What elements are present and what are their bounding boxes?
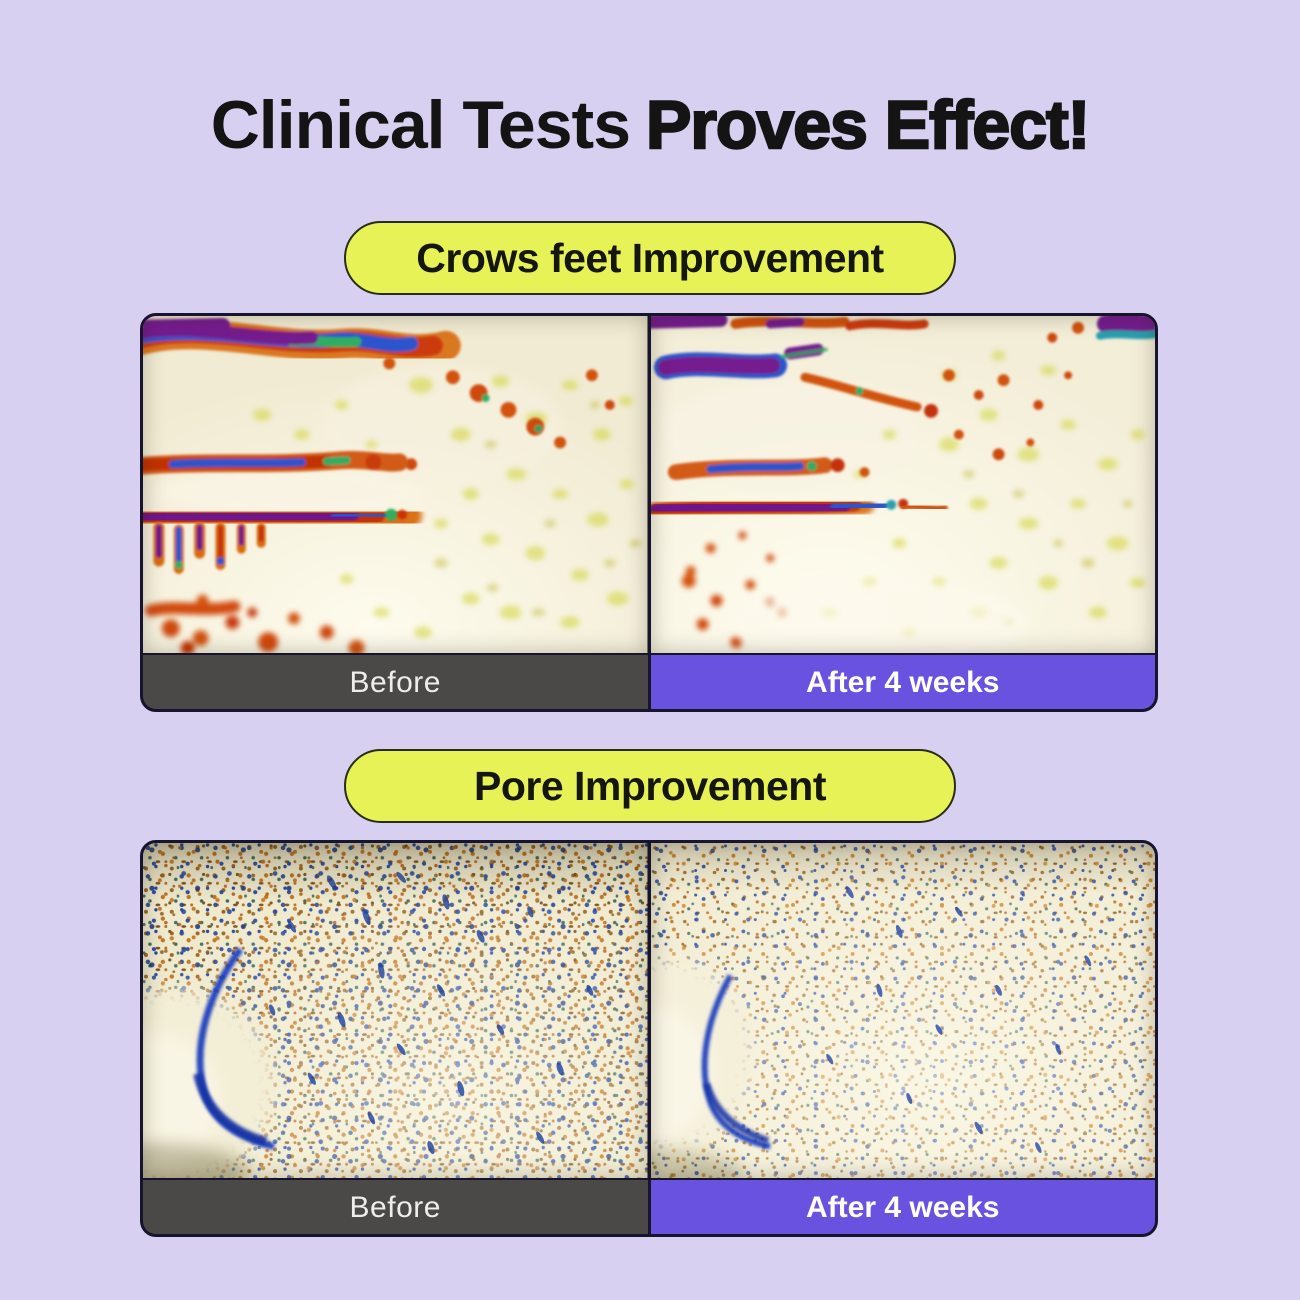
crows-feet-after-label: After 4 weeks [806, 666, 1000, 699]
crows-feet-before-bar: Before [143, 655, 648, 709]
badge-pore: Pore Improvement [344, 749, 956, 823]
badge-pore-label: Pore Improvement [474, 762, 827, 809]
badge-crows-feet-label: Crows feet Improvement [416, 234, 884, 281]
badge-crows-feet: Crows feet Improvement [344, 221, 956, 295]
title-emphasis-part: Proves Effect! [645, 86, 1092, 164]
page-title: Clinical Tests Proves Effect! [0, 86, 1300, 164]
crows-feet-comparison-panel: Before After 4 weeks [140, 313, 1158, 712]
crows-feet-after-photo [647, 316, 1155, 653]
pore-label-bars: Before After 4 weeks [143, 1178, 1155, 1234]
crows-feet-after-bar: After 4 weeks [647, 655, 1155, 709]
pore-photos [143, 843, 1155, 1178]
crows-feet-before-label: Before [349, 666, 441, 699]
pore-comparison-panel: Before After 4 weeks [140, 840, 1158, 1237]
crows-feet-photos [143, 316, 1155, 653]
crows-feet-before-photo [143, 316, 648, 653]
pore-after-bar: After 4 weeks [647, 1180, 1155, 1234]
crows-feet-label-bars: Before After 4 weeks [143, 653, 1155, 709]
pore-before-photo [143, 843, 648, 1178]
pore-after-photo [647, 843, 1155, 1178]
pore-after-label: After 4 weeks [806, 1191, 1000, 1224]
pore-before-label: Before [349, 1191, 441, 1224]
pore-before-bar: Before [143, 1180, 648, 1234]
title-normal-part: Clinical Tests [210, 87, 631, 163]
